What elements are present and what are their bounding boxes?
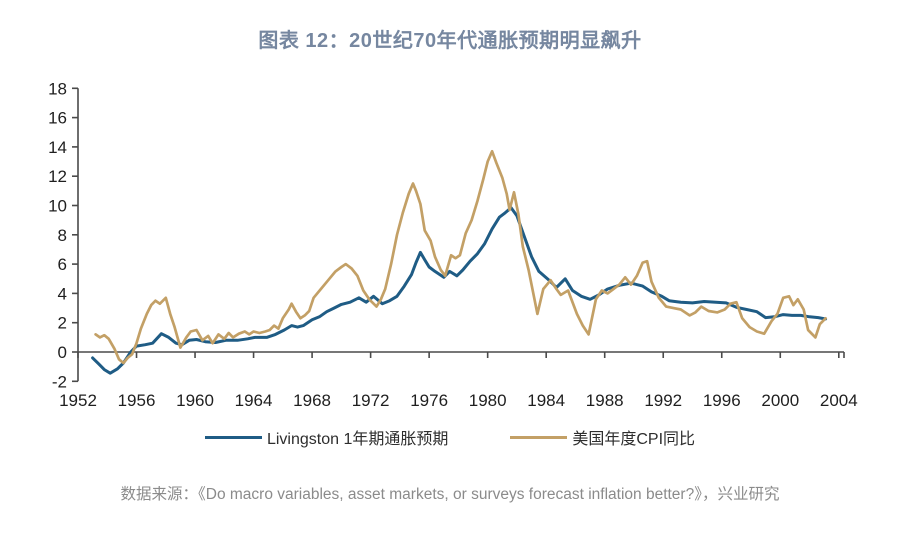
legend-label-livingston: Livingston 1年期通胀预期 xyxy=(266,431,449,448)
y-tick-label: 4 xyxy=(58,284,67,303)
y-tick-label: 8 xyxy=(58,226,67,245)
legend-item-livingston: Livingston 1年期通胀预期 xyxy=(204,425,449,449)
y-tick-label: 2 xyxy=(58,314,67,333)
legend-label-cpi: 美国年度CPI同比 xyxy=(572,431,696,448)
y-tick-label: -2 xyxy=(52,372,67,391)
x-tick-label: 1976 xyxy=(410,391,448,410)
x-tick-label: 1952 xyxy=(59,391,97,410)
x-tick-label: 1956 xyxy=(118,391,156,410)
y-tick-label: 18 xyxy=(48,79,67,98)
series-line-0 xyxy=(91,206,828,375)
x-tick-label: 1968 xyxy=(293,391,331,410)
y-tick-label: 10 xyxy=(48,197,67,216)
x-tick-label: 1984 xyxy=(527,391,565,410)
x-tick-label: 1972 xyxy=(352,391,390,410)
data-source: 数据来源：《Do macro variables, asset markets,… xyxy=(120,486,780,503)
x-tick-label: 1960 xyxy=(176,391,214,410)
y-tick-label: 16 xyxy=(48,109,67,128)
legend-line-swatch-blue xyxy=(204,435,262,439)
series-line-1 xyxy=(94,149,827,365)
x-tick-label: 1996 xyxy=(703,391,741,410)
inflation-line-chart: -2 0 2 4 6 8 10 12 14 16 18 1952 1956 1960 1964 1968 197… xyxy=(48,79,858,410)
x-tick-label: 2000 xyxy=(761,391,799,410)
y-tick-label: 14 xyxy=(48,138,67,157)
y-tick-label: 0 xyxy=(58,343,67,362)
x-tick-label: 1988 xyxy=(586,391,624,410)
legend-item-cpi: 美国年度CPI同比 xyxy=(510,425,695,449)
x-tick-label: 1980 xyxy=(469,391,507,410)
chart-legend: Livingston 1年期通胀预期 美国年度CPI同比 xyxy=(0,423,900,451)
x-tick-label: 2004 xyxy=(820,391,858,410)
x-tick-label: 1964 xyxy=(235,391,273,410)
x-tick-label: 1992 xyxy=(644,391,682,410)
y-tick-label: 12 xyxy=(48,167,67,186)
legend-line-swatch-tan xyxy=(510,435,568,439)
chart-title: 图表 12：20世纪70年代通胀预期明显飙升 xyxy=(258,30,642,52)
y-tick-label: 6 xyxy=(58,255,67,274)
